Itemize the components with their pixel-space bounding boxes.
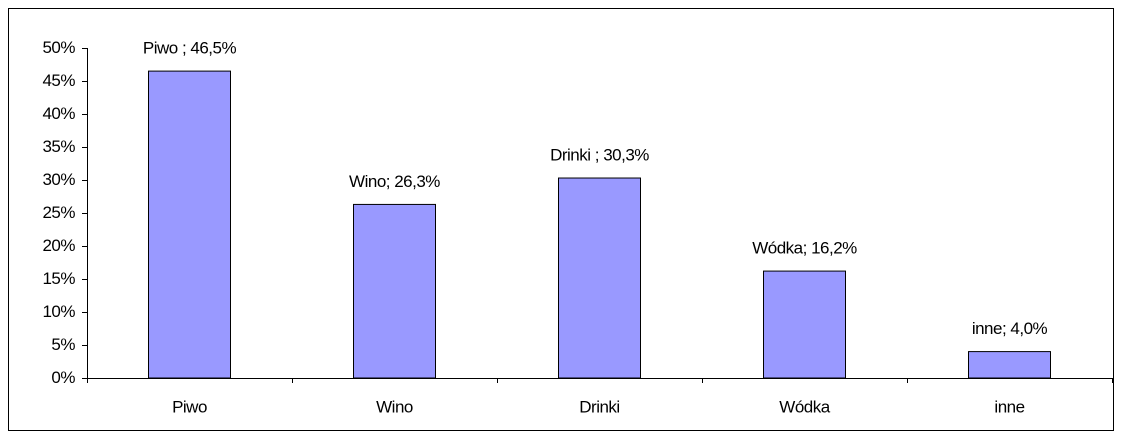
y-tick-label: 15% bbox=[42, 269, 75, 288]
x-tick-label: Wino bbox=[376, 397, 413, 416]
x-tick-label: Wódka bbox=[779, 397, 830, 416]
y-tick-label: 0% bbox=[51, 368, 75, 387]
bar bbox=[968, 351, 1051, 379]
bar bbox=[148, 70, 231, 379]
y-tick-label: 10% bbox=[42, 302, 75, 321]
data-label: Wódka; 16,2% bbox=[752, 239, 857, 258]
bar bbox=[763, 270, 846, 379]
y-tick-label: 5% bbox=[51, 335, 75, 354]
bar bbox=[353, 203, 436, 379]
y-tick-label: 20% bbox=[42, 236, 75, 255]
data-label: Drinki ; 30,3% bbox=[550, 146, 649, 165]
y-tick-label: 50% bbox=[42, 38, 75, 57]
y-tick-label: 25% bbox=[42, 203, 75, 222]
data-label: inne; 4,0% bbox=[972, 319, 1048, 338]
y-tick-label: 45% bbox=[42, 71, 75, 90]
x-tick-label: Piwo bbox=[172, 397, 207, 416]
y-tick-label: 40% bbox=[42, 104, 75, 123]
data-label: Wino; 26,3% bbox=[349, 172, 440, 191]
y-tick-label: 30% bbox=[42, 170, 75, 189]
bar bbox=[558, 177, 641, 379]
x-tick-label: Drinki bbox=[579, 397, 619, 416]
x-tick-label: inne bbox=[994, 397, 1024, 416]
y-tick-label: 35% bbox=[42, 137, 75, 156]
data-label: Piwo ; 46,5% bbox=[143, 39, 237, 58]
